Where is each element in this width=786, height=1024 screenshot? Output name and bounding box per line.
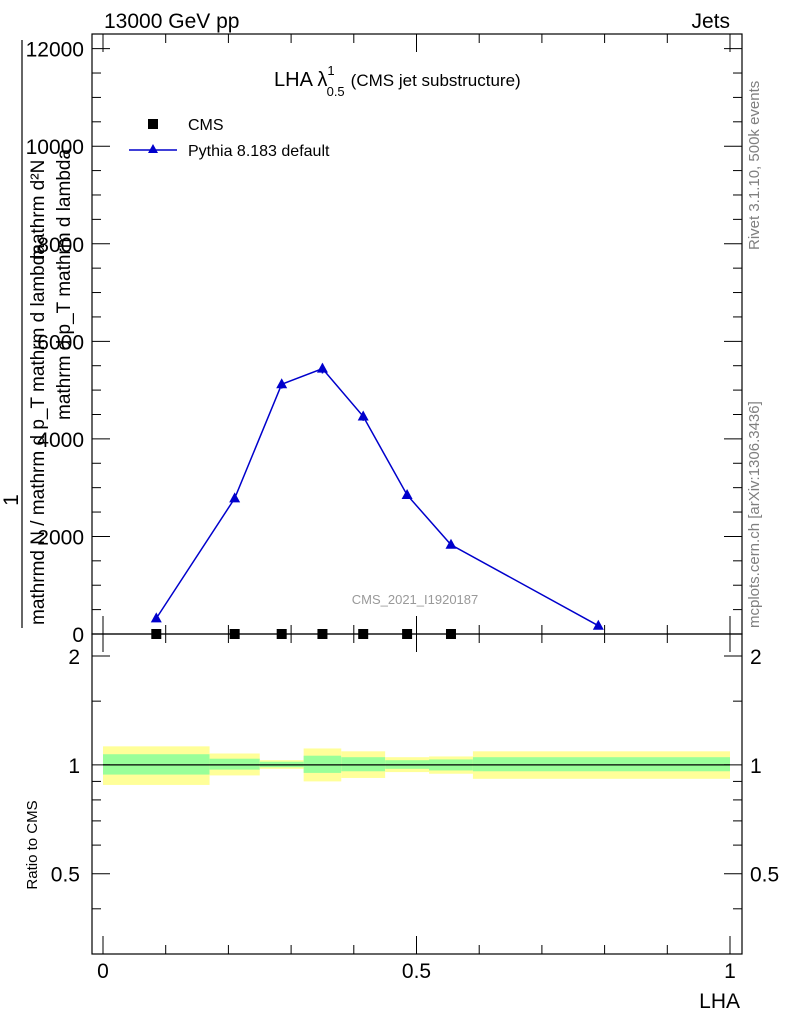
legend-cms-label: CMS <box>188 117 224 134</box>
header-left: 13000 GeV pp <box>104 10 239 33</box>
watermark: CMS_2021_I1920187 <box>352 592 479 607</box>
main-ylabel-numerator: 1 <box>0 494 23 506</box>
pythia-point <box>229 492 241 503</box>
legend-cms-marker <box>148 119 158 129</box>
header-right: Jets <box>691 10 730 33</box>
x-axis-label: LHA <box>699 990 740 1013</box>
main-ytick-label: 8000 <box>37 234 84 257</box>
pythia-point <box>316 362 328 373</box>
main-ytick-label: 0 <box>72 624 84 647</box>
ratio-xtick-label: 0 <box>97 960 109 983</box>
pythia-point <box>357 410 369 421</box>
main-ylabel-denominator: mathrmd N / mathrm d p_T mathrm d lambda <box>28 244 49 625</box>
ratio-bands <box>103 746 730 785</box>
ratio-xtick-label: 1 <box>724 960 736 983</box>
ratio-green-band <box>209 758 260 770</box>
pythia-point <box>150 612 162 623</box>
ratio-xtick-label: 0.5 <box>402 960 431 983</box>
pythia-point <box>401 488 413 499</box>
ratio-axis-ticks: 0.5 0.5 1 1 2 2 0 0.5 1 <box>51 634 779 983</box>
main-ylabel-upper: mathrm d²N <box>28 160 49 260</box>
ratio-ytick-label: 1 <box>68 755 80 778</box>
main-ylabel-upper2: mathrm d p_T mathrm d lambda <box>54 149 75 420</box>
main-ytick-label: 12000 <box>26 39 84 62</box>
main-ytick-label: 2000 <box>37 526 84 549</box>
main-title-sub: 0.5 <box>327 84 345 99</box>
main-ytick-label: 6000 <box>37 331 84 354</box>
ratio-ytick-label: 2 <box>68 646 80 669</box>
main-axis-ticks: 0 2000 4000 6000 8000 10000 12000 <box>26 34 742 647</box>
side-label-upper: Rivet 3.1.10, 500k events <box>746 81 763 250</box>
ratio-frame <box>91 633 743 955</box>
ratio-ytick-label-right: 0.5 <box>750 864 779 887</box>
main-ylabel: 1 mathrmd N / mathrm d p_T mathrm d lamb… <box>0 40 75 628</box>
side-label-lower: mcplots.cern.ch [arXiv:1306.3436] <box>746 401 763 628</box>
ratio-ytick-label-right: 2 <box>750 646 762 669</box>
ratio-ytick-label: 0.5 <box>51 864 80 887</box>
main-title-suffix: (CMS jet substructure) <box>351 71 521 90</box>
legend-pythia-marker <box>148 144 158 153</box>
pythia-point <box>592 619 604 630</box>
main-title-sup: 1 <box>327 63 334 78</box>
main-ytick-label: 10000 <box>26 136 84 159</box>
main-title-text: LHA λ <box>274 69 327 91</box>
ratio-ytick-label-right: 1 <box>750 755 762 778</box>
pythia-line <box>155 367 599 627</box>
main-series-lines <box>155 367 599 627</box>
ratio-ylabel: Ratio to CMS <box>24 800 41 889</box>
main-title: LHA λ1 0.5 (CMS jet substructure) <box>274 63 521 99</box>
main-ytick-label: 4000 <box>37 429 84 452</box>
pythia-point <box>276 378 288 389</box>
pythia-point <box>445 538 457 549</box>
legend-pythia-label: Pythia 8.183 default <box>188 143 330 160</box>
